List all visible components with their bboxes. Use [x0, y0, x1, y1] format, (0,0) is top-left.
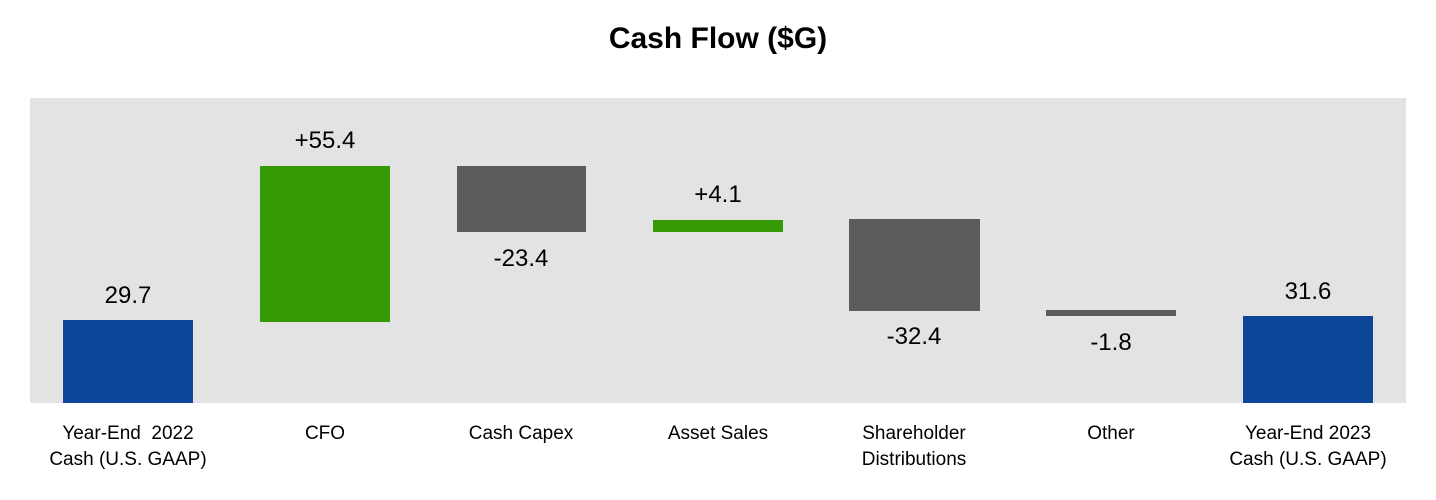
value-label: -32.4 [886, 323, 942, 350]
category-label-line1: Other [1087, 423, 1135, 444]
category-label-line2: Cash (U.S. GAAP) [1229, 449, 1387, 470]
bar-year-end-2023-cash [1243, 316, 1373, 403]
category-label-line2: Distributions [861, 449, 967, 470]
category-label: Shareholder Distributions [794, 421, 1034, 473]
category-label-line2: Cash (U.S. GAAP) [49, 449, 207, 470]
category-label-line1: Cash Capex [468, 423, 574, 444]
category-label: CFO [205, 421, 445, 447]
value-label: 31.6 [1284, 278, 1332, 305]
value-label: +4.1 [694, 181, 742, 208]
category-label-line1: CFO [304, 423, 346, 444]
category-label-line1: Year-End 2023 [1244, 423, 1372, 444]
bar-year-end-2022-cash [63, 320, 193, 403]
plot-area [30, 98, 1406, 403]
category-label: Asset Sales [598, 421, 838, 447]
bar-shareholder-distributions [849, 219, 980, 311]
bar-other [1046, 310, 1176, 316]
category-label-line1: Shareholder [862, 423, 966, 444]
category-label: Year-End 2022 Cash (U.S. GAAP) [8, 421, 248, 473]
category-label: Year-End 2023 Cash (U.S. GAAP) [1188, 421, 1428, 473]
value-label: 29.7 [104, 282, 152, 309]
chart-title: Cash Flow ($G) [608, 22, 828, 55]
bar-cfo [260, 166, 390, 322]
value-label: -23.4 [493, 245, 549, 272]
category-label-line1: Asset Sales [667, 423, 769, 444]
bar-asset-sales [653, 220, 783, 232]
category-label-line1: Year-End 2022 [62, 423, 194, 444]
value-label: -1.8 [1090, 329, 1132, 356]
category-label: Other [991, 421, 1231, 447]
category-label: Cash Capex [401, 421, 641, 447]
bar-cash-capex [457, 166, 586, 232]
value-label: +55.4 [294, 127, 356, 154]
